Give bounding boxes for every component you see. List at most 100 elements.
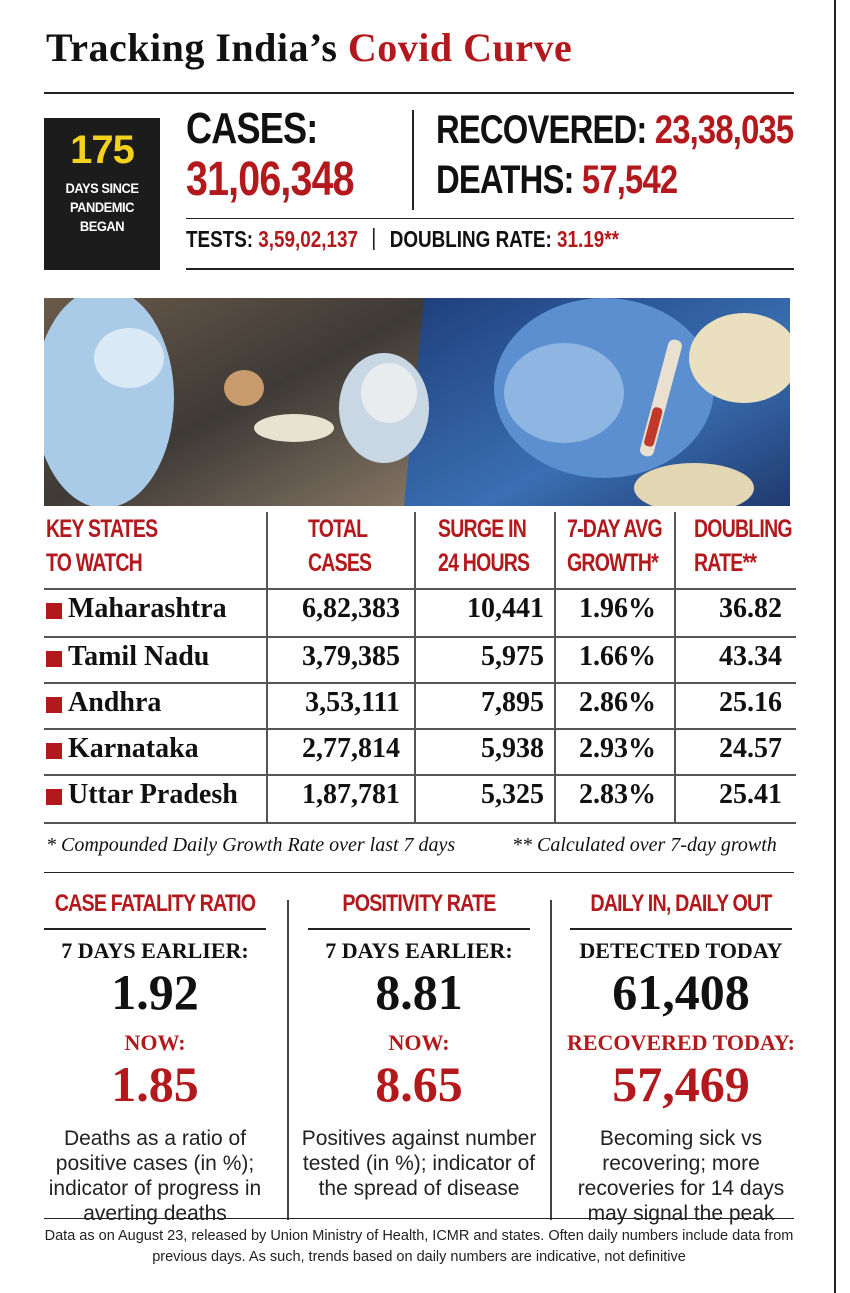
panel-label-detected: DETECTED TODAY [579,938,783,963]
total-cases: 1,87,781 [302,779,400,810]
panel-label-now: NOW: [388,1030,450,1055]
doubling-label: DOUBLING RATE: [389,226,552,252]
deaths-value: 57,542 [581,158,678,202]
table-row: Tamil Nadu 3,79,385 5,975 1.66% 43.34 [44,636,796,682]
panel-divider [550,900,552,1220]
doubling-rate: 36.82 [719,593,782,624]
stats-divider [412,110,414,210]
recovered-label: RECOVERED: [436,108,647,152]
table-row: Maharashtra 6,82,383 10,441 1.96% 36.82 [44,588,796,634]
header-line: TOTAL [308,515,368,543]
header-line: 24 HOURS [438,549,530,577]
days-label-line: BEGAN [79,218,125,234]
recovered-value: 23,38,035 [654,108,794,152]
row-divider [44,636,796,638]
column-divider [554,512,556,822]
panel-value-now: 1.85 [111,1056,199,1112]
header-line: 7-DAY AVG [567,515,663,543]
page-title: Tracking India’s Covid Curve [46,18,786,78]
tests-line: TESTS: 3,59,02,137 DOUBLING RATE: 31.19*… [186,226,619,253]
total-cases: 3,79,385 [302,641,400,672]
row-divider [44,588,796,590]
surge-24h: 5,975 [481,641,544,672]
row-divider [44,822,796,824]
header-line: DOUBLING [694,515,793,543]
panel-title: DAILY IN, DAILY OUT [590,890,772,917]
column-divider [266,512,268,822]
stats-bottom-rule [186,268,794,270]
table-row: Uttar Pradesh 1,87,781 5,325 2.83% 25.41 [44,774,796,820]
doubling-rate: 25.16 [719,687,782,718]
footnote-rule [44,872,794,873]
doubling-rate: 25.41 [719,779,782,810]
growth-footnote: * Compounded Daily Growth Rate over last… [46,834,456,856]
row-marker [46,789,62,805]
days-label-line: PANDEMIC [69,199,135,215]
row-divider [44,682,796,684]
row-divider [44,728,796,730]
panel-value-earlier: 1.92 [111,964,199,1020]
state-name: Karnataka [68,733,199,764]
header-doubling: DOUBLING RATE** [694,512,793,580]
row-marker [46,743,62,759]
total-cases: 6,82,383 [302,593,400,624]
panel-rule [570,928,792,930]
doubling-value: 31.19** [557,226,619,252]
tests-label: TESTS: [186,226,254,252]
panel-divider [287,900,289,1220]
panel-label-now: NOW: [124,1030,186,1055]
column-divider [414,512,416,822]
doubling-footnote: ** Calculated over 7-day growth [512,834,777,856]
source-rule [44,1218,794,1219]
title-part-2: Covid Curve [347,25,573,70]
cases-label: CASES: [186,104,318,153]
panel-description: Becoming sick vs recovering; more recove… [577,1127,785,1225]
infographic-frame [36,0,836,1293]
state-name: Maharashtra [68,593,227,624]
tests-separator [373,228,375,250]
daily-in-out-panel: DAILY IN, DAILY OUT DETECTED TODAY 61,40… [556,890,806,1226]
state-name: Tamil Nadu [68,641,210,672]
surge-24h: 5,325 [481,779,544,810]
recovered-stat: RECOVERED: 23,38,035 [436,108,794,153]
surge-24h: 7,895 [481,687,544,718]
table-row: Karnataka 2,77,814 5,938 2.93% 24.57 [44,728,796,774]
header-line: TO WATCH [46,549,143,577]
panel-description: Positives against number tested (in %); … [301,1127,537,1200]
header-total-cases: TOTAL CASES [308,512,372,580]
doubling-rate: 24.57 [719,733,782,764]
column-divider [674,512,676,822]
surge-24h: 5,938 [481,733,544,764]
header-line: RATE** [694,549,757,577]
panel-rule [308,928,530,930]
doubling-rate: 43.34 [719,641,782,672]
growth-7day: 1.66% [579,641,656,672]
row-marker [46,651,62,667]
panel-value-detected: 61,408 [612,964,750,1020]
header-key-states: KEY STATES TO WATCH [46,512,158,580]
panel-label-recovered: RECOVERED TODAY: [566,1030,795,1055]
deaths-label: DEATHS: [436,158,574,202]
days-since-box: 175 DAYS SINCE PANDEMIC BEGAN [44,118,160,270]
panel-description: Deaths as a ratio of positive cases (in … [48,1127,262,1225]
table-row: Andhra 3,53,111 7,895 2.86% 25.16 [44,682,796,728]
header-line: SURGE IN [438,515,527,543]
panel-title: CASE FATALITY RATIO [54,890,256,917]
header-line: CASES [308,549,372,577]
row-divider [44,774,796,776]
growth-7day: 2.86% [579,687,656,718]
stats-rule [186,218,794,219]
deaths-stat: DEATHS: 57,542 [436,158,678,203]
state-name: Andhra [68,687,162,718]
panel-value-recovered: 57,469 [612,1056,750,1112]
panel-label-earlier: 7 DAYS EARLIER: [325,938,513,963]
cases-value: 31,06,348 [186,153,355,206]
healthcare-workers-photo [44,298,790,506]
header-line: GROWTH* [567,549,659,577]
days-number: 175 [70,128,135,172]
tests-value: 3,59,02,137 [258,226,358,252]
total-cases: 3,53,111 [305,687,400,718]
case-fatality-panel: CASE FATALITY RATIO 7 DAYS EARLIER: 1.92… [30,890,280,1226]
days-label-line: DAYS SINCE [65,180,139,196]
panel-label-earlier: 7 DAYS EARLIER: [61,938,249,963]
